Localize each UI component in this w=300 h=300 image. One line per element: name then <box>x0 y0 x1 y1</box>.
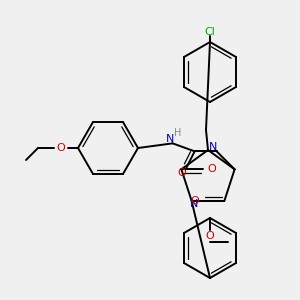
Text: N: N <box>165 134 174 144</box>
Text: O: O <box>177 168 186 178</box>
Text: Cl: Cl <box>205 27 215 37</box>
Text: H: H <box>174 128 181 138</box>
Text: O: O <box>190 196 199 206</box>
Text: O: O <box>57 143 65 153</box>
Text: N: N <box>190 199 199 209</box>
Text: N: N <box>209 142 217 152</box>
Text: O: O <box>206 231 214 241</box>
Text: O: O <box>207 164 216 174</box>
